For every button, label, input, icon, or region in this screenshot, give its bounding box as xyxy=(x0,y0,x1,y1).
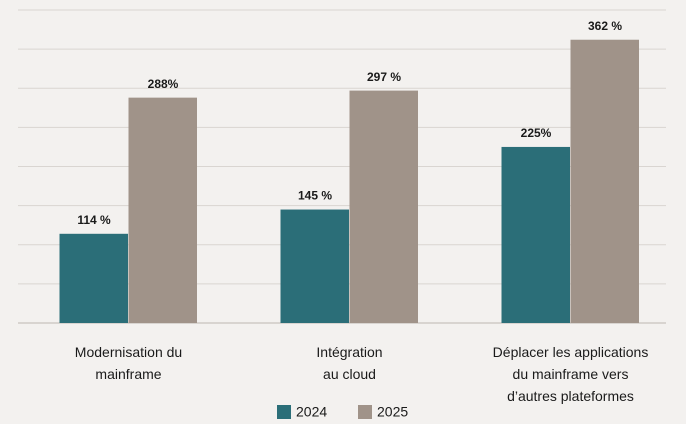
x-tick-label: Modernisation du mainframe xyxy=(74,344,183,382)
legend-label: 2024 xyxy=(296,404,327,420)
value-label: 297 % xyxy=(367,70,401,84)
legend-swatch xyxy=(358,405,372,419)
value-label: 362 % xyxy=(588,19,622,33)
bar xyxy=(349,90,418,323)
bar xyxy=(280,209,349,323)
bar xyxy=(128,97,197,323)
value-label: 114 % xyxy=(77,213,111,227)
bar xyxy=(570,39,639,324)
x-tick-label: Intégration au cloud xyxy=(316,344,383,382)
legend-label: 2025 xyxy=(377,404,408,420)
x-tick-label: Déplacer les applications du mainframe v… xyxy=(492,344,649,404)
value-label: 145 % xyxy=(298,189,332,203)
bar xyxy=(501,146,570,323)
value-label: 225% xyxy=(521,126,552,140)
legend-swatch xyxy=(277,405,291,419)
bar xyxy=(59,233,128,323)
value-label: 288% xyxy=(148,77,179,91)
